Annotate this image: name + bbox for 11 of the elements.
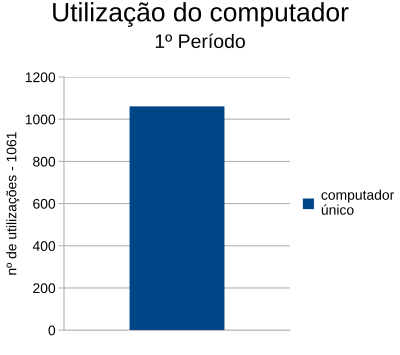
y-tick-label: 1000 (26, 114, 56, 124)
y-tick-label: 800 (33, 156, 56, 167)
y-tick-label: 400 (32, 241, 56, 251)
y-tick-label: 0 (48, 325, 56, 336)
chart-subtitle: 1º Período (156, 34, 245, 48)
legend-label: computador único (322, 190, 394, 215)
y-tick-label: 1200 (26, 72, 56, 82)
y-tick-label: 600 (33, 198, 56, 209)
y-axis-title: nº de utilizações - 1061 (6, 132, 20, 275)
chart-title: Utilização do computador (53, 2, 348, 27)
y-tick-label: 200 (33, 283, 56, 294)
